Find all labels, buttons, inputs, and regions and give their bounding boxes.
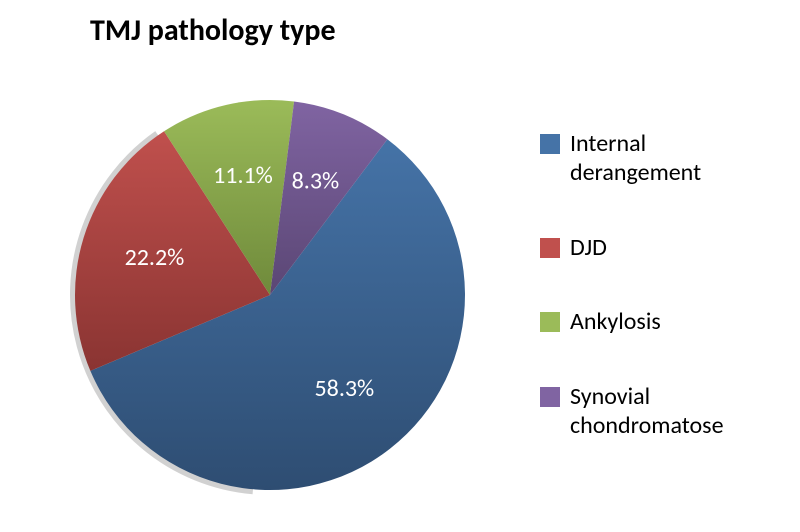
- chart-title: TMJ pathology type: [90, 12, 336, 49]
- legend-label: Internal derangement: [570, 130, 780, 188]
- legend-item: Ankylosis: [540, 308, 780, 337]
- slice-label: 22.2%: [125, 243, 185, 272]
- legend-label: Ankylosis: [570, 308, 661, 337]
- legend-swatch: [540, 312, 560, 332]
- legend-item: Synovial chondromatose: [540, 383, 780, 441]
- legend-swatch: [540, 134, 560, 154]
- legend-item: DJD: [540, 234, 780, 263]
- slice-label: 11.1%: [213, 161, 273, 190]
- legend-label: Synovial chondromatose: [570, 383, 780, 441]
- legend-swatch: [540, 387, 560, 407]
- legend: Internal derangement DJD Ankylosis Synovial…: [540, 130, 780, 441]
- slice-label: 58.3%: [314, 374, 374, 403]
- pie-chart: 58.3% 22.2% 11.1% 8.3%: [20, 95, 520, 520]
- slice-label: 8.3%: [292, 167, 340, 196]
- legend-swatch: [540, 238, 560, 258]
- legend-label: DJD: [570, 234, 607, 263]
- legend-item: Internal derangement: [540, 130, 780, 188]
